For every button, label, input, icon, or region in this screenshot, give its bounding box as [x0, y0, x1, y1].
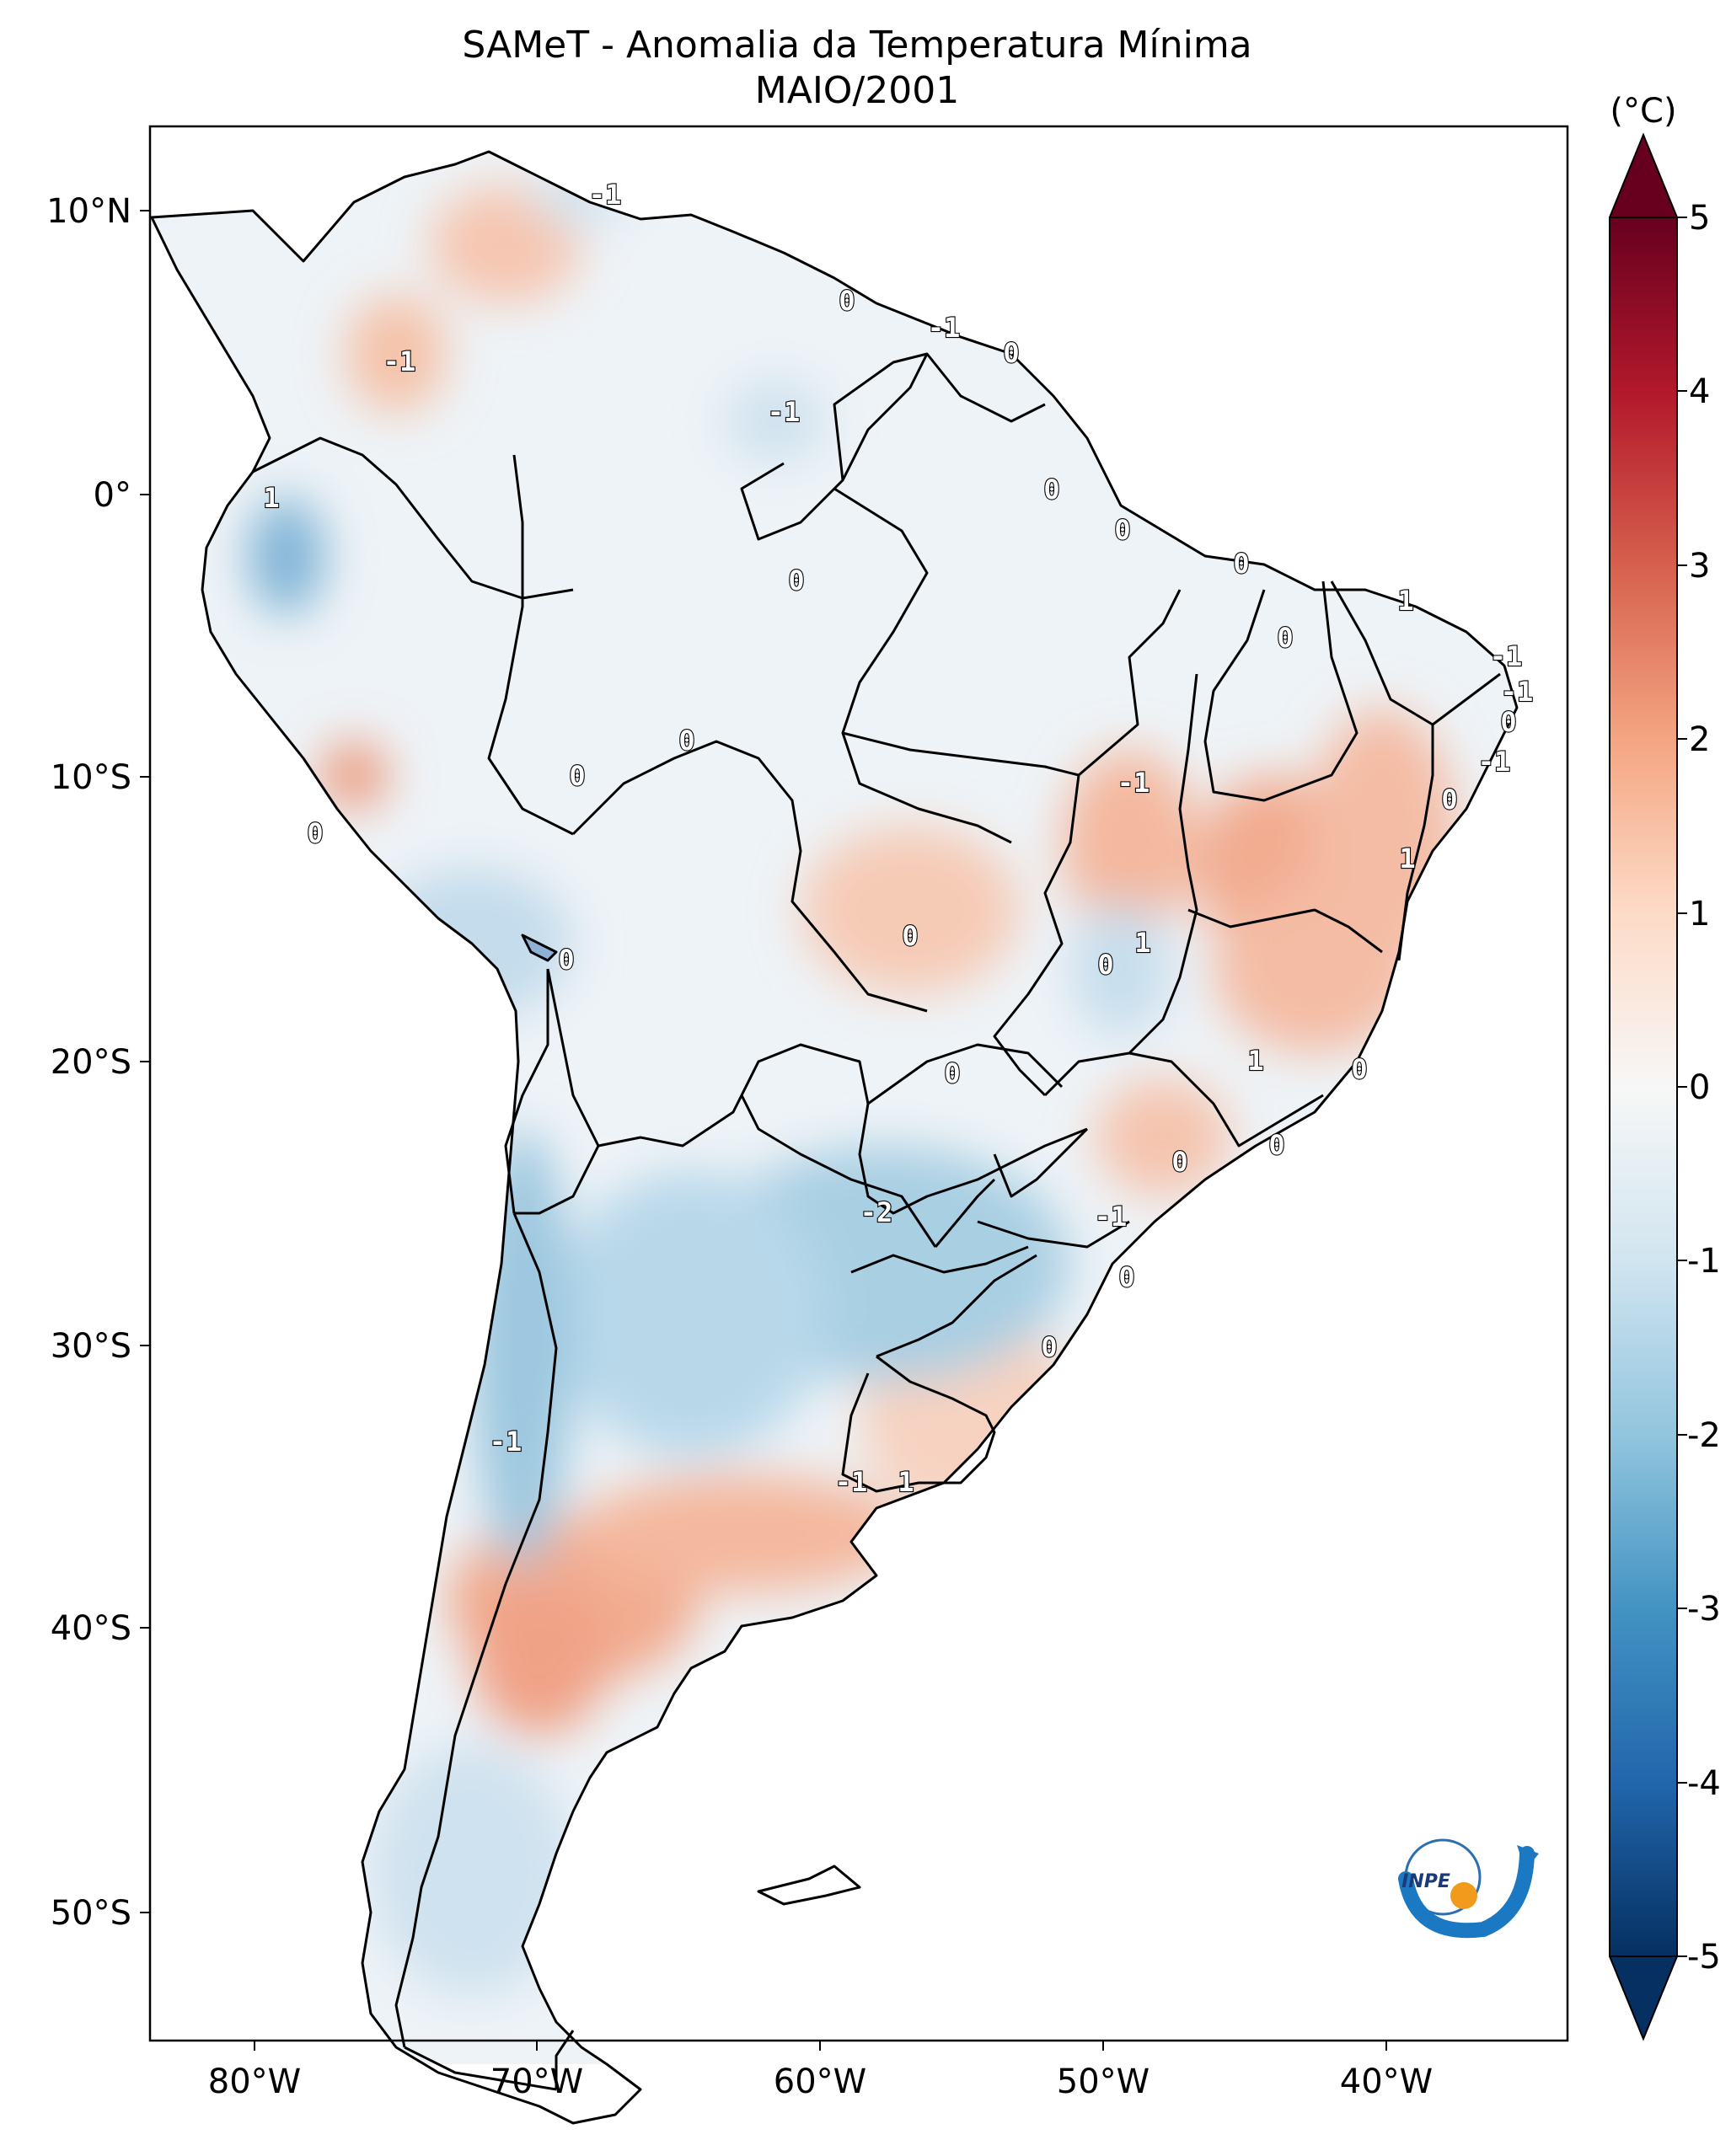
x-tick-label: 80°W: [208, 2062, 301, 2101]
contour-label: 0: [944, 1057, 960, 1089]
contour-label: 0: [1351, 1053, 1367, 1085]
colorbar-tick-label: 5: [1689, 199, 1710, 238]
colorbar-tick-label: 0: [1689, 1068, 1710, 1107]
contour-label: 1: [263, 482, 279, 514]
inpe-logo-icon: INPE: [1398, 1838, 1539, 1939]
x-axis: 80°W 70°W 60°W 50°W 40°W: [208, 2041, 1433, 2101]
contour-label: -1: [768, 396, 801, 428]
colorbar: (°C) 5 4 3 2 1 0 -1 -2 -3 -4 -5: [1609, 92, 1721, 2041]
contour-label: 0: [788, 564, 804, 597]
contour-labels: -1 0 -1 0 -1 -1 1 0 0 0 0 0 0 1 0 -1 -1 …: [262, 178, 1534, 1499]
contour-label: 0: [902, 920, 918, 952]
contour-label: 0: [307, 817, 323, 849]
colorbar-tick-label: 3: [1689, 547, 1710, 586]
contour-label: 0: [678, 725, 694, 757]
y-tick-label: 20°S: [51, 1043, 131, 1082]
contour-label: -1: [589, 179, 622, 211]
contour-label: -1: [1501, 676, 1534, 708]
contour-label: 0: [1114, 514, 1130, 546]
contour-label: 1: [898, 1466, 914, 1498]
contour-label: 1: [1397, 585, 1413, 617]
contour-label: 1: [1247, 1045, 1263, 1077]
colorbar-unit: (°C): [1610, 92, 1676, 131]
x-tick-label: 60°W: [774, 2062, 866, 2101]
colorbar-tick-label: -4: [1687, 1764, 1721, 1803]
contour-label: 0: [1043, 473, 1059, 506]
map-title: SAMeT - Anomalia da Temperatura Mínima: [462, 24, 1251, 67]
contour-label: 0: [1118, 1261, 1134, 1293]
contour-label: -2: [860, 1196, 893, 1228]
colorbar-scale: [1610, 217, 1677, 1956]
y-tick-label: 30°S: [51, 1327, 131, 1366]
contour-label: 1: [1134, 927, 1150, 959]
y-tick-label: 10°S: [51, 758, 131, 797]
contour-label: 0: [1097, 949, 1113, 981]
y-axis: 10°N 0° 10°S 20°S 30°S 40°S 50°S: [46, 192, 150, 1933]
contour-label: 0: [839, 285, 855, 317]
contour-label: 0: [1171, 1146, 1187, 1178]
contour-label: 0: [1041, 1331, 1057, 1363]
x-tick-label: 70°W: [490, 2062, 583, 2101]
contour-label: 0: [1268, 1129, 1284, 1161]
contour-label: -1: [490, 1426, 523, 1458]
contour-label: -1: [1490, 640, 1523, 672]
contour-label: 0: [1277, 622, 1293, 654]
contour-label: 0: [569, 760, 585, 792]
y-tick-label: 0°: [94, 476, 131, 515]
colorbar-tick-label: -1: [1687, 1242, 1721, 1281]
colorbar-tick-label: 2: [1689, 720, 1710, 759]
contour-label: -1: [928, 312, 961, 344]
country-borders: [150, 150, 1519, 2125]
contour-label: 0: [558, 944, 574, 976]
colorbar-tick-label: -5: [1687, 1938, 1721, 1977]
colorbar-tick-label: 1: [1689, 895, 1710, 934]
contour-label: -1: [1117, 767, 1150, 799]
colorbar-bottom-extend: [1609, 1955, 1678, 2041]
map-frame: [148, 125, 1569, 2042]
contour-label: 1: [1399, 843, 1415, 875]
colorbar-tick-label: 4: [1689, 372, 1710, 411]
contour-label: 0: [1441, 784, 1457, 816]
colorbar-tick-label: -2: [1687, 1416, 1721, 1455]
y-tick-label: 40°S: [51, 1609, 131, 1648]
contour-label: -1: [1095, 1201, 1128, 1233]
inpe-logo-text: INPE: [1401, 1871, 1450, 1892]
contour-label: -1: [1478, 746, 1511, 778]
contour-label: 0: [1003, 337, 1019, 369]
x-tick-label: 40°W: [1340, 2062, 1433, 2101]
colorbar-ticks: [1677, 217, 1687, 1957]
contour-label: -1: [835, 1466, 868, 1498]
x-tick-label: 50°W: [1057, 2062, 1150, 2101]
contour-label: 0: [1500, 706, 1516, 738]
y-tick-label: 10°N: [46, 192, 131, 231]
y-tick-label: 50°S: [51, 1894, 131, 1933]
contour-label: -1: [383, 345, 416, 377]
contour-label: 0: [1233, 548, 1249, 580]
colorbar-tick-label: -3: [1687, 1590, 1721, 1629]
map-subtitle: MAIO/2001: [755, 69, 959, 112]
